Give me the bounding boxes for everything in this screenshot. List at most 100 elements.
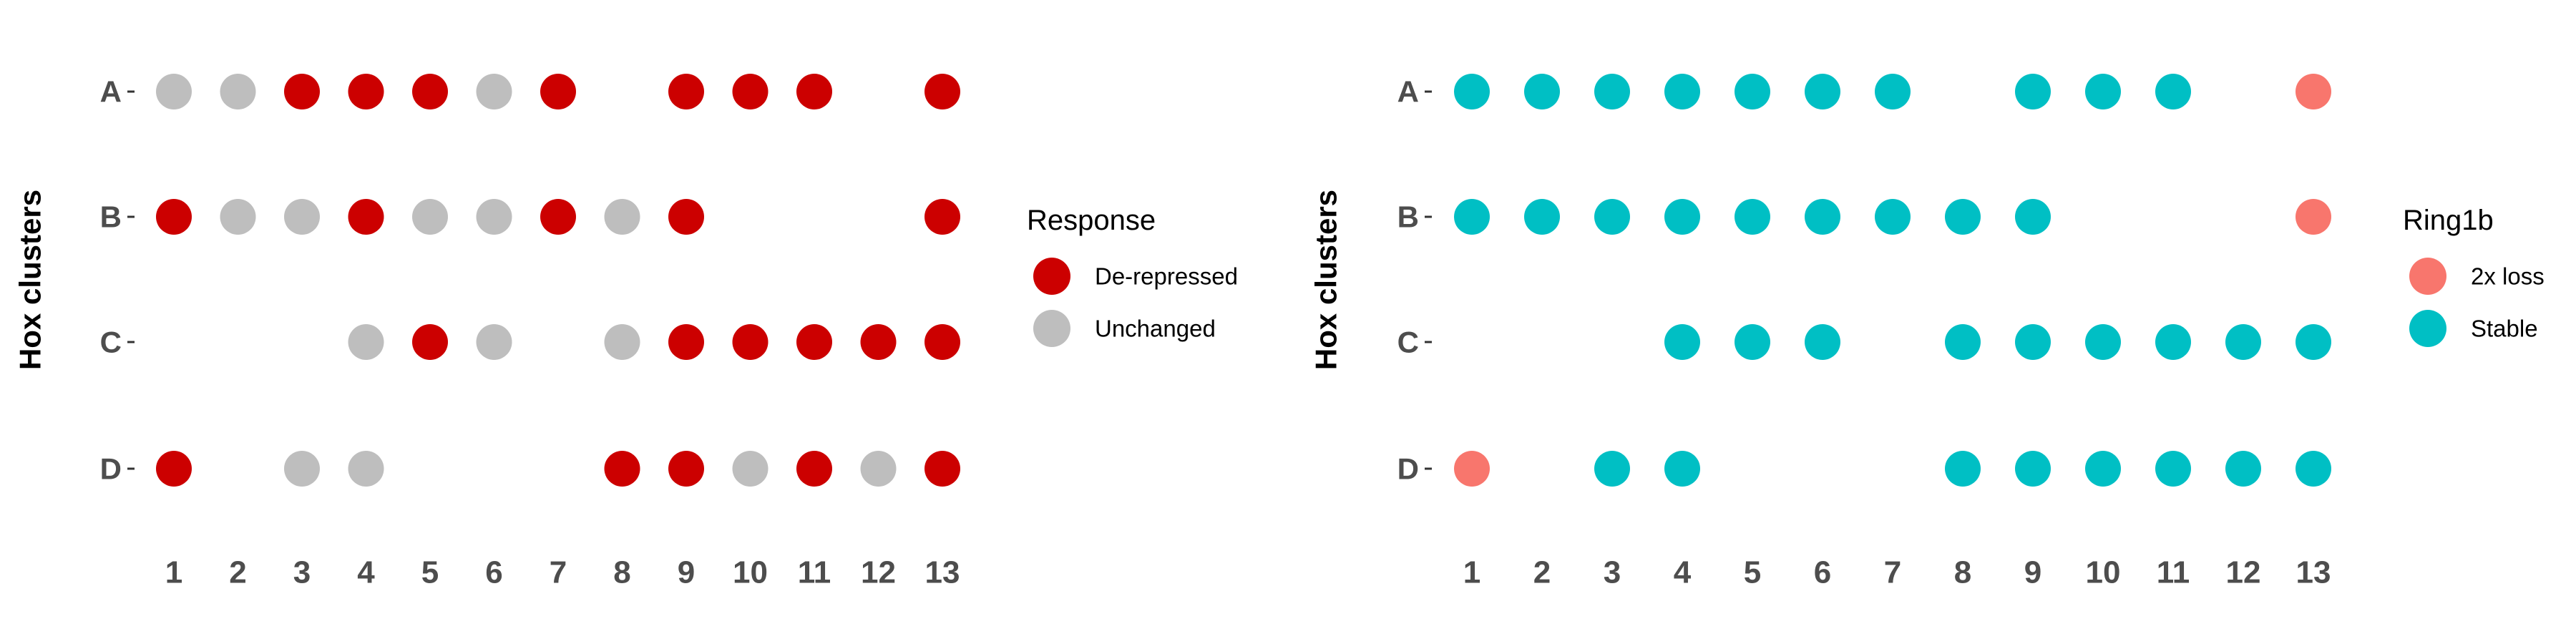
legend-key xyxy=(1033,310,1070,347)
data-point-B3 xyxy=(284,199,320,235)
data-point-C12 xyxy=(2225,324,2261,360)
legend-title: Response xyxy=(1027,205,1156,236)
data-point-D4 xyxy=(348,451,384,487)
data-point-D12 xyxy=(2225,451,2261,487)
data-point-D4 xyxy=(1664,451,1700,487)
y-tick-label: A xyxy=(100,75,122,109)
x-tick-label: 1 xyxy=(1463,555,1480,590)
data-point-B13 xyxy=(2296,199,2331,235)
legend-key xyxy=(2409,310,2446,347)
x-tick-label: 8 xyxy=(613,555,630,590)
data-point-C6 xyxy=(476,324,512,360)
data-point-D9 xyxy=(2015,451,2051,487)
data-point-A4 xyxy=(348,74,384,109)
data-point-B1 xyxy=(156,199,192,235)
data-point-A5 xyxy=(412,74,448,109)
data-point-B8 xyxy=(604,199,640,235)
data-point-B4 xyxy=(1664,199,1700,235)
data-point-B13 xyxy=(924,199,960,235)
y-axis-title: Hox clusters xyxy=(14,190,47,370)
x-tick-label: 13 xyxy=(925,555,960,590)
data-point-C11 xyxy=(796,324,832,360)
data-point-C8 xyxy=(604,324,640,360)
legend-key xyxy=(1033,258,1070,295)
x-tick-label: 10 xyxy=(733,555,768,590)
data-point-C5 xyxy=(1735,324,1770,360)
data-point-A13 xyxy=(924,74,960,109)
y-tick-label: C xyxy=(1397,326,1419,359)
y-tick-label: A xyxy=(1397,75,1419,109)
x-tick-label: 2 xyxy=(1533,555,1551,590)
data-point-C8 xyxy=(1945,324,1981,360)
data-point-D13 xyxy=(2296,451,2331,487)
y-tick-label: B xyxy=(100,200,122,234)
y-tick-label: D xyxy=(100,452,122,486)
x-tick-label: 1 xyxy=(165,555,182,590)
data-point-A11 xyxy=(796,74,832,109)
x-tick-label: 4 xyxy=(1674,555,1692,590)
data-point-B8 xyxy=(1945,199,1981,235)
data-point-B3 xyxy=(1594,199,1630,235)
data-point-C4 xyxy=(1664,324,1700,360)
data-point-D8 xyxy=(604,451,640,487)
data-point-B9 xyxy=(668,199,704,235)
x-tick-label: 11 xyxy=(2157,555,2190,590)
data-point-C9 xyxy=(2015,324,2051,360)
data-point-B2 xyxy=(220,199,256,235)
data-point-A9 xyxy=(2015,74,2051,109)
data-point-A13 xyxy=(2296,74,2331,109)
x-tick-label: 9 xyxy=(2024,555,2041,590)
x-tick-label: 5 xyxy=(1744,555,1761,590)
data-point-D13 xyxy=(924,451,960,487)
data-point-C13 xyxy=(2296,324,2331,360)
data-point-C10 xyxy=(732,324,769,360)
data-point-B6 xyxy=(476,199,512,235)
x-tick-label: 3 xyxy=(1604,555,1621,590)
data-point-D10 xyxy=(2085,451,2121,487)
data-point-A6 xyxy=(1805,74,1840,109)
legend-label: Unchanged xyxy=(1095,316,1216,342)
data-point-A2 xyxy=(220,74,256,109)
data-point-B4 xyxy=(348,199,384,235)
data-point-A5 xyxy=(1735,74,1770,109)
data-point-D1 xyxy=(1454,451,1490,487)
legend-title: Ring1b xyxy=(2403,205,2494,236)
x-tick-label: 7 xyxy=(550,555,567,590)
data-point-A10 xyxy=(732,74,769,109)
data-point-A2 xyxy=(1524,74,1560,109)
x-tick-label: 3 xyxy=(293,555,311,590)
data-point-C6 xyxy=(1805,324,1840,360)
data-point-A1 xyxy=(156,74,192,109)
x-tick-label: 12 xyxy=(2226,555,2261,590)
data-point-C13 xyxy=(924,324,960,360)
data-point-B6 xyxy=(1805,199,1840,235)
x-tick-label: 4 xyxy=(357,555,375,590)
y-tick-label: C xyxy=(100,326,122,359)
x-tick-label: 13 xyxy=(2296,555,2331,590)
data-point-A4 xyxy=(1664,74,1700,109)
data-point-A3 xyxy=(1594,74,1630,109)
data-point-A10 xyxy=(2085,74,2121,109)
data-point-D3 xyxy=(284,451,320,487)
data-point-C5 xyxy=(412,324,448,360)
x-tick-label: 10 xyxy=(2086,555,2121,590)
data-point-D3 xyxy=(1594,451,1630,487)
x-tick-label: 11 xyxy=(798,555,831,590)
y-tick-label: D xyxy=(1397,452,1419,486)
data-point-D12 xyxy=(860,451,897,487)
data-point-C4 xyxy=(348,324,384,360)
data-point-C11 xyxy=(2155,324,2191,360)
data-point-B5 xyxy=(412,199,448,235)
legend-label: 2x loss xyxy=(2471,263,2545,290)
data-point-B7 xyxy=(1875,199,1911,235)
data-point-A9 xyxy=(668,74,704,109)
x-tick-label: 8 xyxy=(1954,555,1971,590)
data-point-D1 xyxy=(156,451,192,487)
y-axis-title: Hox clusters xyxy=(1309,190,1343,370)
data-point-A6 xyxy=(476,74,512,109)
legend-key xyxy=(2409,258,2446,295)
data-point-B1 xyxy=(1454,199,1490,235)
legend: Response De-repressed Unchanged xyxy=(1027,205,1238,347)
